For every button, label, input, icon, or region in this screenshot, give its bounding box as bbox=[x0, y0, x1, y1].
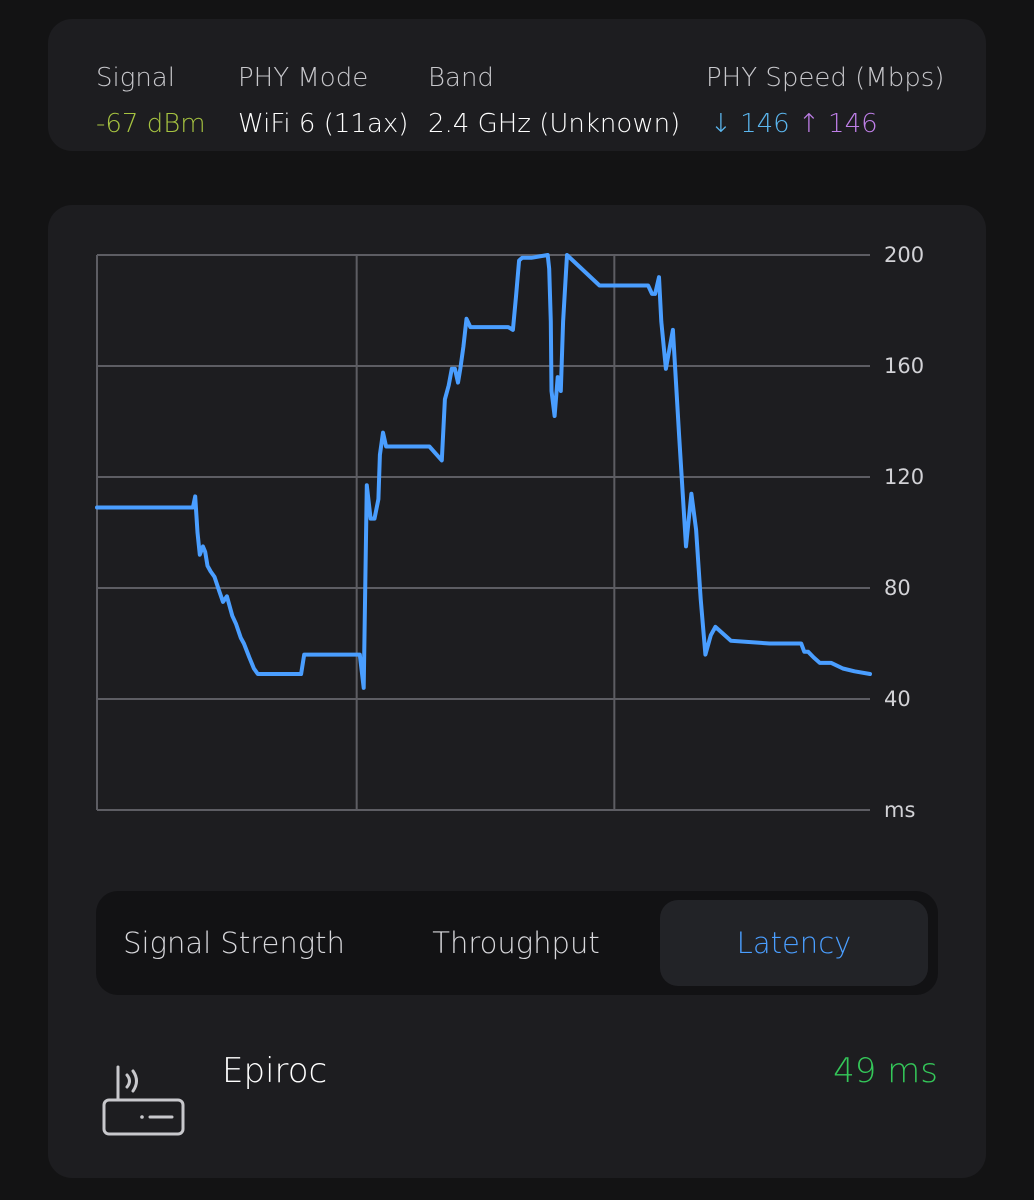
tab-latency[interactable]: Latency bbox=[660, 900, 928, 986]
y-tick-label: 40 bbox=[884, 687, 911, 711]
phy-mode-value: WiFi 6 (11ax) bbox=[238, 109, 409, 139]
y-axis-unit-label: ms bbox=[884, 798, 915, 822]
y-tick-label: 200 bbox=[884, 243, 924, 267]
band-value: 2.4 GHz (Unknown) bbox=[428, 109, 681, 139]
tab-signal-strength[interactable]: Signal Strength bbox=[123, 926, 345, 960]
tab-throughput[interactable]: Throughput bbox=[432, 926, 600, 960]
latency-chart: 200 160 120 80 40 ms bbox=[95, 243, 924, 822]
router-icon bbox=[102, 1065, 185, 1136]
download-speed: 146 bbox=[740, 109, 790, 139]
upload-speed: 146 bbox=[828, 109, 878, 139]
connection-info-card: Signal -67 dBm PHY Mode WiFi 6 (11ax) Ba… bbox=[48, 19, 986, 151]
latency-series-line bbox=[95, 253, 872, 690]
chart-mode-tabs: Signal Strength Throughput Latency bbox=[96, 891, 938, 995]
network-name: Epiroc bbox=[222, 1051, 328, 1091]
band-label: Band bbox=[428, 63, 494, 93]
chart-card: 200 160 120 80 40 ms Signal Strength Throughp… bbox=[48, 205, 986, 1178]
latency-value: 49 ms bbox=[833, 1051, 938, 1091]
phy-speed-label: PHY Speed (Mbps) bbox=[706, 63, 945, 93]
upload-arrow-icon: ↑ bbox=[797, 109, 820, 139]
download-arrow-icon: ↓ bbox=[710, 109, 732, 139]
y-tick-label: 160 bbox=[884, 354, 924, 378]
signal-label: Signal bbox=[96, 63, 175, 93]
y-tick-label: 80 bbox=[884, 576, 911, 600]
signal-value: -67 dBm bbox=[96, 109, 206, 139]
phy-mode-label: PHY Mode bbox=[238, 63, 369, 93]
y-tick-label: 120 bbox=[884, 465, 924, 489]
phy-speed-value: ↓ 146 ↑ 146 bbox=[710, 109, 878, 139]
